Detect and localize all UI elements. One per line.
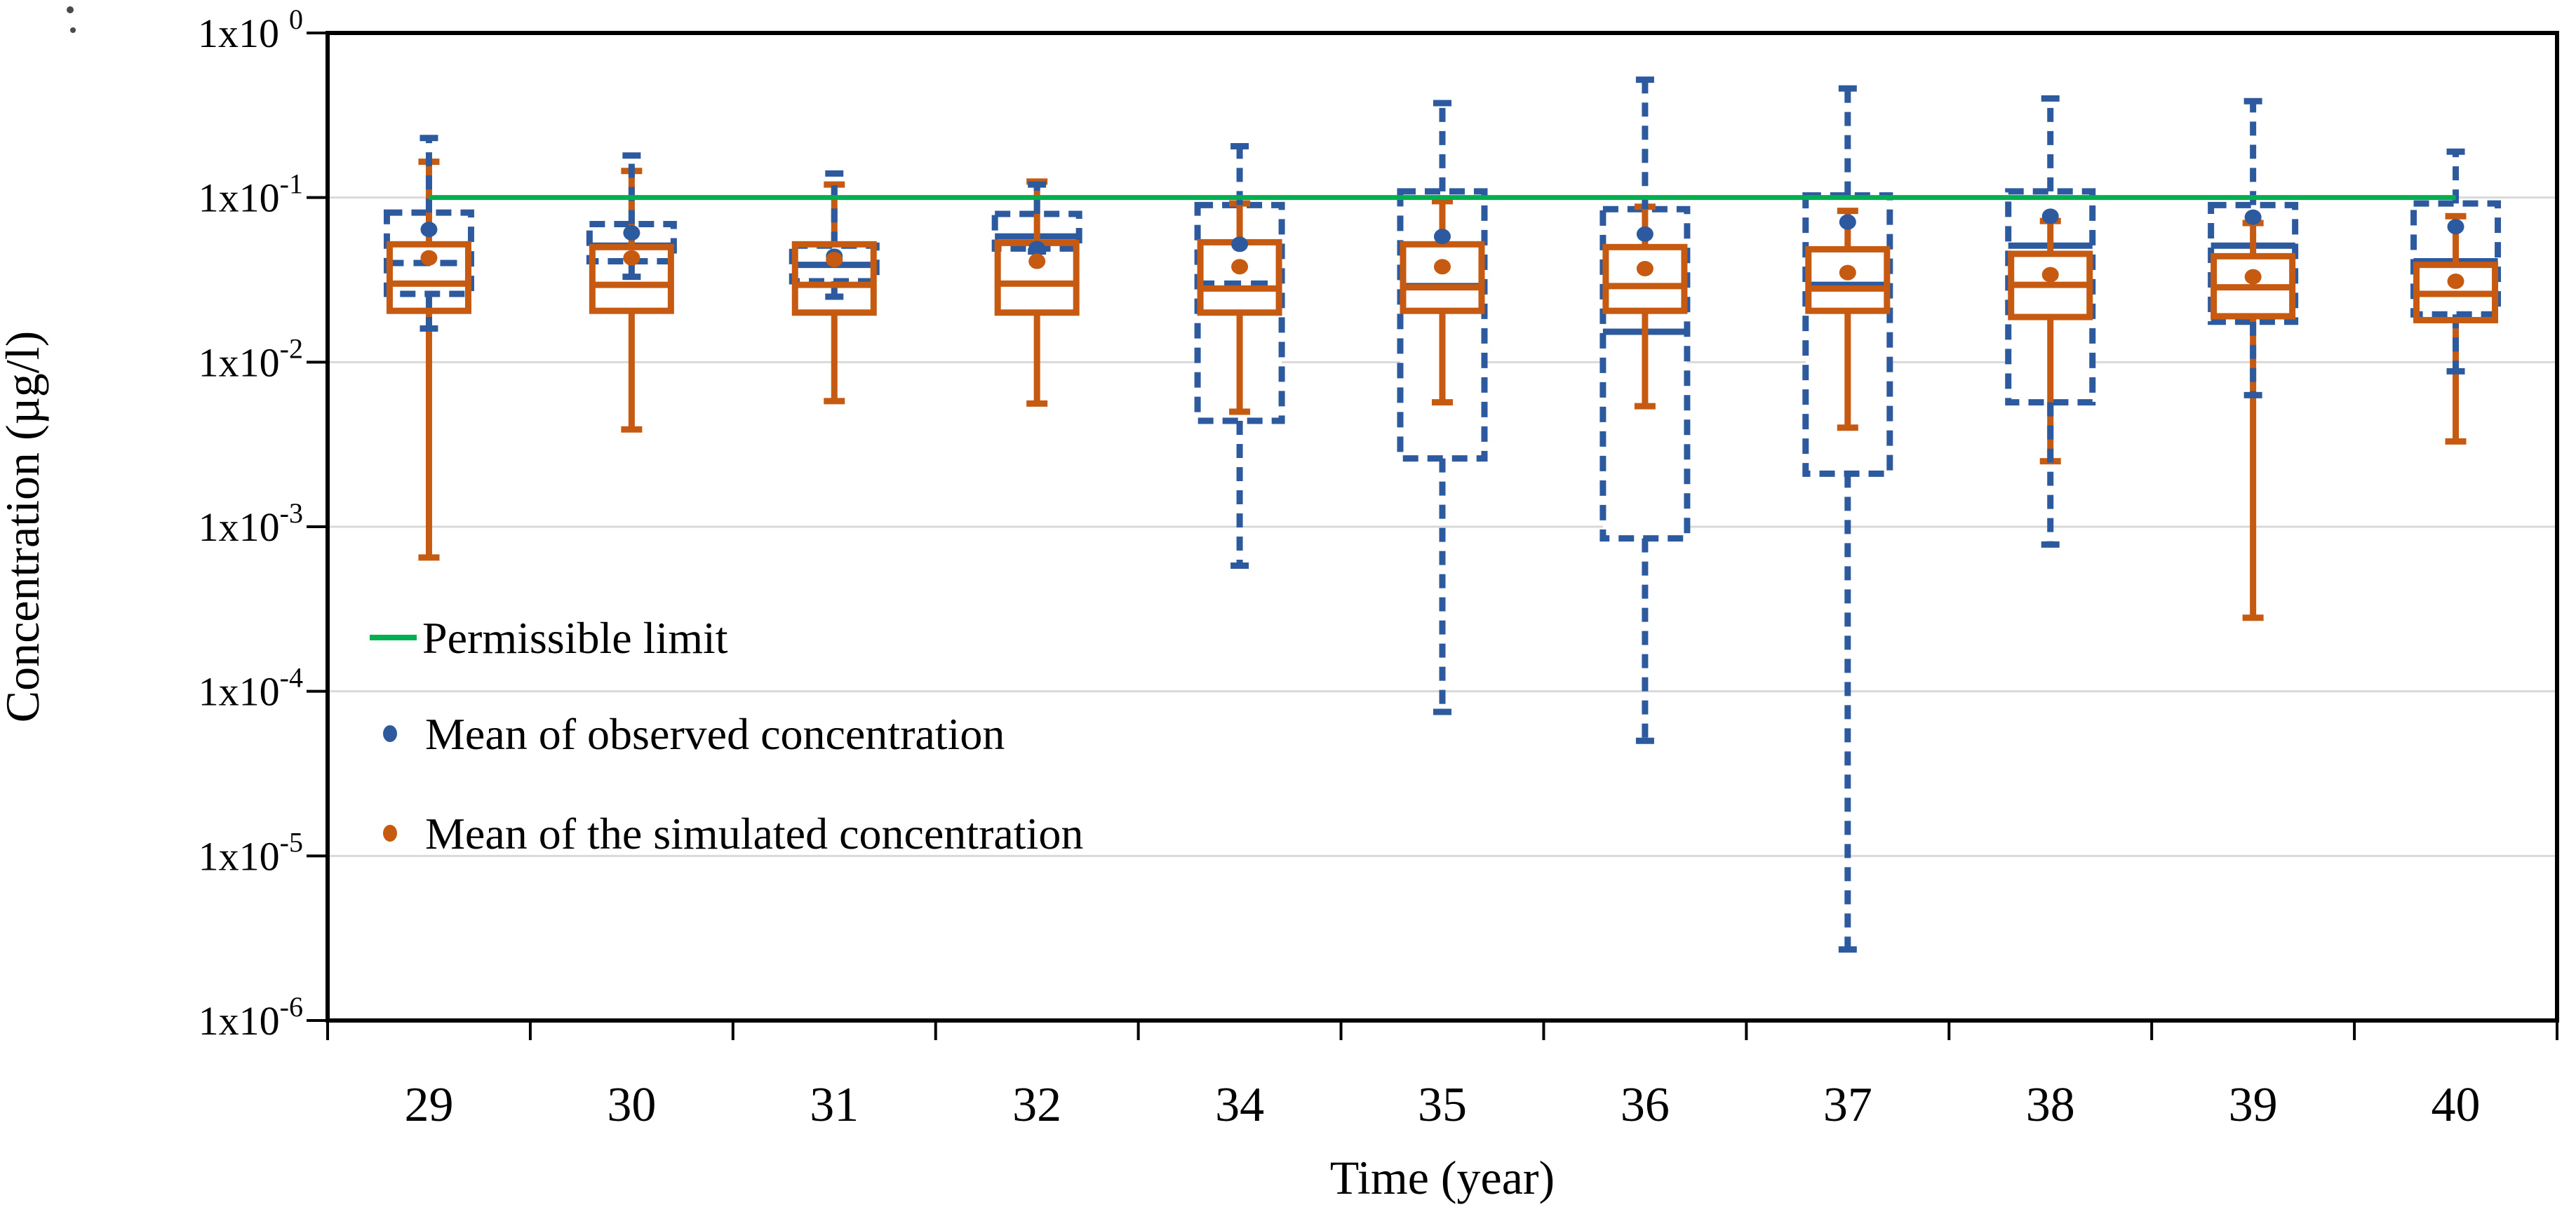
observed-mean-dot xyxy=(1028,241,1046,257)
x-tick-label: 30 xyxy=(607,1078,656,1132)
observed-mean-dot xyxy=(1434,229,1451,245)
simulated-box xyxy=(1400,241,1485,314)
simulated-box xyxy=(791,241,877,316)
simulated-box xyxy=(1602,243,1688,314)
box-group-year-35 xyxy=(1397,100,1488,715)
simulated-mean-dot xyxy=(1028,253,1046,269)
x-axis-title: Time (year) xyxy=(1330,1151,1555,1204)
y-tick-label: 1x10-1 xyxy=(199,168,303,221)
simulated-mean-dot xyxy=(1231,259,1249,275)
simulated-mean-dot xyxy=(623,250,640,266)
x-axis: 29 30 31 32 34 35 36 37 38 39 40 Time (year) xyxy=(326,1020,2558,1204)
x-tick-label: 34 xyxy=(1215,1078,1264,1132)
legend-simulated-dot xyxy=(383,825,397,842)
y-tick-label: 1x10-2 xyxy=(199,332,303,385)
x-tick-label: 39 xyxy=(2229,1078,2278,1132)
y-axis-title: Concentration (µg/l) xyxy=(0,331,49,722)
observed-mean-dot xyxy=(2447,219,2464,235)
box-group-year-34 xyxy=(1194,143,1285,570)
x-tick-label: 37 xyxy=(1823,1078,1872,1132)
simulated-mean-dot xyxy=(1839,264,1856,281)
observed-mean-dot xyxy=(2041,208,2059,224)
x-tick-label: 40 xyxy=(2431,1078,2481,1132)
simulated-mean-dot xyxy=(1636,260,1653,276)
y-tick-label: 1x10-5 xyxy=(199,826,303,879)
observed-mean-dot xyxy=(1636,226,1653,242)
box-group-year-38 xyxy=(2005,95,2096,548)
observed-mean-dot xyxy=(1839,214,1856,230)
y-tick-label: 1x10 0 xyxy=(198,4,303,56)
observed-mean-dot xyxy=(420,222,438,238)
scan-artifact xyxy=(67,6,74,13)
simulated-mean-dot xyxy=(1434,259,1451,275)
simulated-box xyxy=(1805,245,1891,314)
observed-mean-dot xyxy=(623,225,640,241)
box-group-year-31 xyxy=(789,170,880,405)
x-tick-label: 35 xyxy=(1418,1078,1467,1132)
box-group-year-40 xyxy=(2410,148,2502,445)
legend-label-observed: Mean of observed concentration xyxy=(425,709,1005,759)
observed-mean-dot xyxy=(1231,236,1249,252)
box-group-year-29 xyxy=(383,135,474,561)
legend: Permissible limit Mean of observed concen… xyxy=(370,613,1083,858)
legend-label-simulated: Mean of the simulated concentration xyxy=(425,809,1083,858)
box-group-year-32 xyxy=(991,178,1082,407)
simulated-mean-dot xyxy=(2041,267,2059,283)
x-tick-label: 36 xyxy=(1621,1078,1670,1132)
box-group-year-36 xyxy=(1599,76,1691,744)
x-tick-label: 29 xyxy=(404,1078,453,1132)
simulated-box xyxy=(589,243,674,314)
y-tick-label: 1x10-6 xyxy=(199,991,303,1044)
y-tick-label: 1x10-4 xyxy=(199,662,303,715)
x-tick-label: 32 xyxy=(1012,1078,1061,1132)
scan-artifact xyxy=(70,27,76,33)
legend-observed-dot xyxy=(383,725,397,742)
y-axis: 1x10 0 1x10-1 1x10-2 1x10-3 1x10-4 1x10-5 1x10-… xyxy=(0,4,328,1044)
simulated-mean-dot xyxy=(826,252,843,268)
simulated-mean-dot xyxy=(420,250,438,266)
box-group-year-39 xyxy=(2208,97,2299,621)
simulated-box xyxy=(386,241,471,314)
x-tick-label: 38 xyxy=(2026,1078,2075,1132)
simulated-mean-dot xyxy=(2244,269,2262,285)
x-tick-label: 31 xyxy=(810,1078,859,1132)
simulated-mean-dot xyxy=(2447,274,2464,290)
y-tick-label: 1x10-3 xyxy=(199,497,303,550)
observed-mean-dot xyxy=(2244,209,2262,225)
legend-label-permissible-limit: Permissible limit xyxy=(422,613,728,663)
